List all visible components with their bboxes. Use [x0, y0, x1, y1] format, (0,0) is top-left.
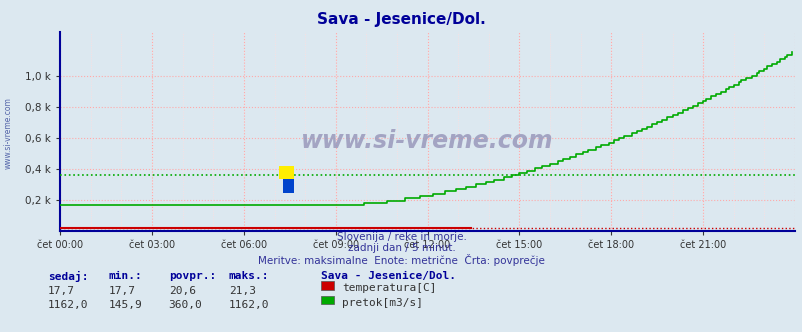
Text: 360,0: 360,0	[168, 300, 202, 310]
Text: sedaj:: sedaj:	[48, 271, 88, 282]
Text: 1162,0: 1162,0	[48, 300, 88, 310]
Text: pretok[m3/s]: pretok[m3/s]	[342, 298, 423, 308]
Text: 20,6: 20,6	[168, 286, 196, 295]
Text: Meritve: maksimalne  Enote: metrične  Črta: povprečje: Meritve: maksimalne Enote: metrične Črta…	[257, 254, 545, 266]
Text: 17,7: 17,7	[48, 286, 75, 295]
Text: www.si-vreme.com: www.si-vreme.com	[3, 97, 13, 169]
Text: Sava - Jesenice/Dol.: Sava - Jesenice/Dol.	[317, 12, 485, 27]
Text: www.si-vreme.com: www.si-vreme.com	[301, 129, 553, 153]
Text: temperatura[C]: temperatura[C]	[342, 283, 436, 293]
Text: povpr.:: povpr.:	[168, 271, 216, 281]
Text: Sava - Jesenice/Dol.: Sava - Jesenice/Dol.	[321, 271, 456, 281]
Text: maks.:: maks.:	[229, 271, 269, 281]
Text: zadnji dan / 5 minut.: zadnji dan / 5 minut.	[347, 243, 455, 253]
Text: 145,9: 145,9	[108, 300, 142, 310]
Text: 21,3: 21,3	[229, 286, 256, 295]
Text: Slovenija / reke in morje.: Slovenija / reke in morje.	[336, 232, 466, 242]
Text: min.:: min.:	[108, 271, 142, 281]
Text: 1162,0: 1162,0	[229, 300, 269, 310]
Text: 17,7: 17,7	[108, 286, 136, 295]
